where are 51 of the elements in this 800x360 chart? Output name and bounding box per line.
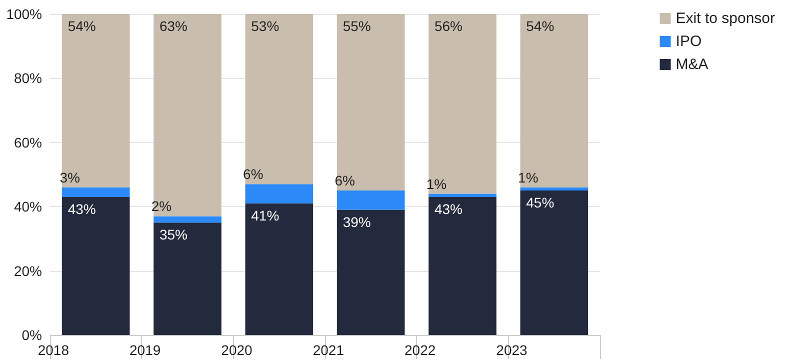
data-label: 63% bbox=[159, 18, 188, 34]
bar bbox=[62, 196, 130, 335]
bar bbox=[154, 222, 222, 335]
bar bbox=[520, 190, 588, 335]
y-tick-label: 100% bbox=[6, 6, 42, 22]
bar bbox=[245, 203, 314, 335]
data-label: 43% bbox=[68, 200, 96, 217]
bar bbox=[428, 196, 496, 335]
x-tick-label: 2018 bbox=[38, 342, 70, 358]
data-label: 3% bbox=[60, 169, 80, 186]
bar bbox=[154, 216, 222, 223]
y-tick-label: 60% bbox=[14, 134, 42, 150]
y-tick-label: 0% bbox=[22, 327, 42, 343]
data-label: 39% bbox=[342, 214, 371, 230]
bar bbox=[245, 14, 314, 184]
data-label: 35% bbox=[159, 226, 188, 243]
legend-label: M&A bbox=[676, 56, 708, 73]
bar bbox=[520, 14, 588, 188]
data-label: 45% bbox=[526, 194, 554, 211]
bar bbox=[428, 14, 496, 194]
bar bbox=[245, 184, 314, 204]
legend-label: Exit to sponsor bbox=[676, 10, 776, 27]
bar bbox=[62, 14, 130, 188]
bar bbox=[336, 210, 405, 335]
data-label: 55% bbox=[342, 18, 371, 34]
bar bbox=[336, 190, 405, 210]
y-tick-label: 40% bbox=[14, 198, 42, 215]
data-label: 41% bbox=[251, 207, 280, 224]
y-tick-label: 20% bbox=[14, 262, 42, 279]
x-tick-label: 2022 bbox=[404, 342, 436, 358]
data-label: 2% bbox=[151, 198, 172, 214]
bar bbox=[428, 194, 496, 197]
y-tick-label: 80% bbox=[14, 70, 42, 86]
data-label: 56% bbox=[434, 18, 463, 34]
x-tick-label: 2021 bbox=[312, 342, 344, 358]
x-tick-label: 2020 bbox=[221, 342, 253, 358]
legend-label: IPO bbox=[676, 33, 702, 50]
data-label: 6% bbox=[243, 166, 264, 182]
bar bbox=[154, 14, 222, 216]
data-label: 6% bbox=[334, 172, 355, 189]
data-label: 43% bbox=[434, 200, 463, 217]
bar bbox=[336, 14, 405, 191]
data-label: 54% bbox=[68, 18, 96, 34]
data-label: 1% bbox=[426, 176, 447, 192]
bar bbox=[520, 187, 588, 191]
x-tick-label: 2023 bbox=[496, 342, 528, 358]
data-label: 53% bbox=[251, 18, 280, 34]
data-label: 1% bbox=[518, 169, 538, 186]
x-tick-label: 2019 bbox=[130, 342, 161, 358]
bar bbox=[62, 187, 130, 197]
data-label: 54% bbox=[526, 18, 554, 34]
